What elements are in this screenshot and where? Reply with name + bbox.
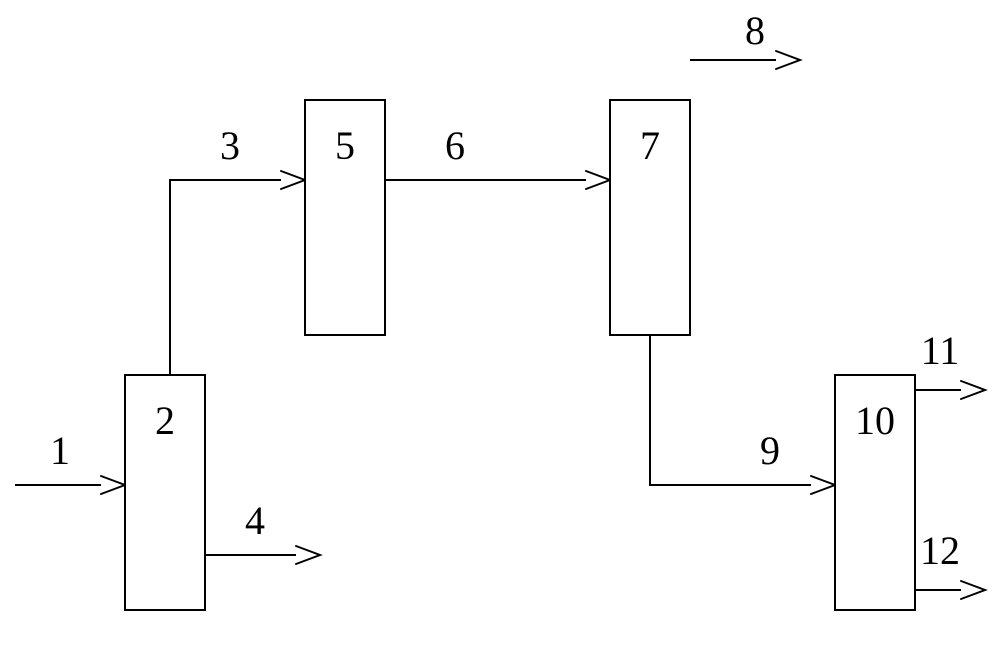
- edge-label-e6: 6: [445, 123, 465, 168]
- edge-label-e1: 1: [50, 428, 70, 473]
- node-label-b10: 10: [855, 398, 895, 443]
- node-label-b2: 2: [155, 398, 175, 443]
- node-label-b5: 5: [335, 123, 355, 168]
- edge-label-e11: 11: [921, 328, 960, 373]
- edge-label-e8: 8: [745, 8, 765, 53]
- edge-label-e3: 3: [220, 123, 240, 168]
- node-label-b7: 7: [640, 123, 660, 168]
- edge-label-e12: 12: [920, 528, 960, 573]
- edge-label-e9: 9: [760, 428, 780, 473]
- edge-label-e4: 4: [245, 498, 265, 543]
